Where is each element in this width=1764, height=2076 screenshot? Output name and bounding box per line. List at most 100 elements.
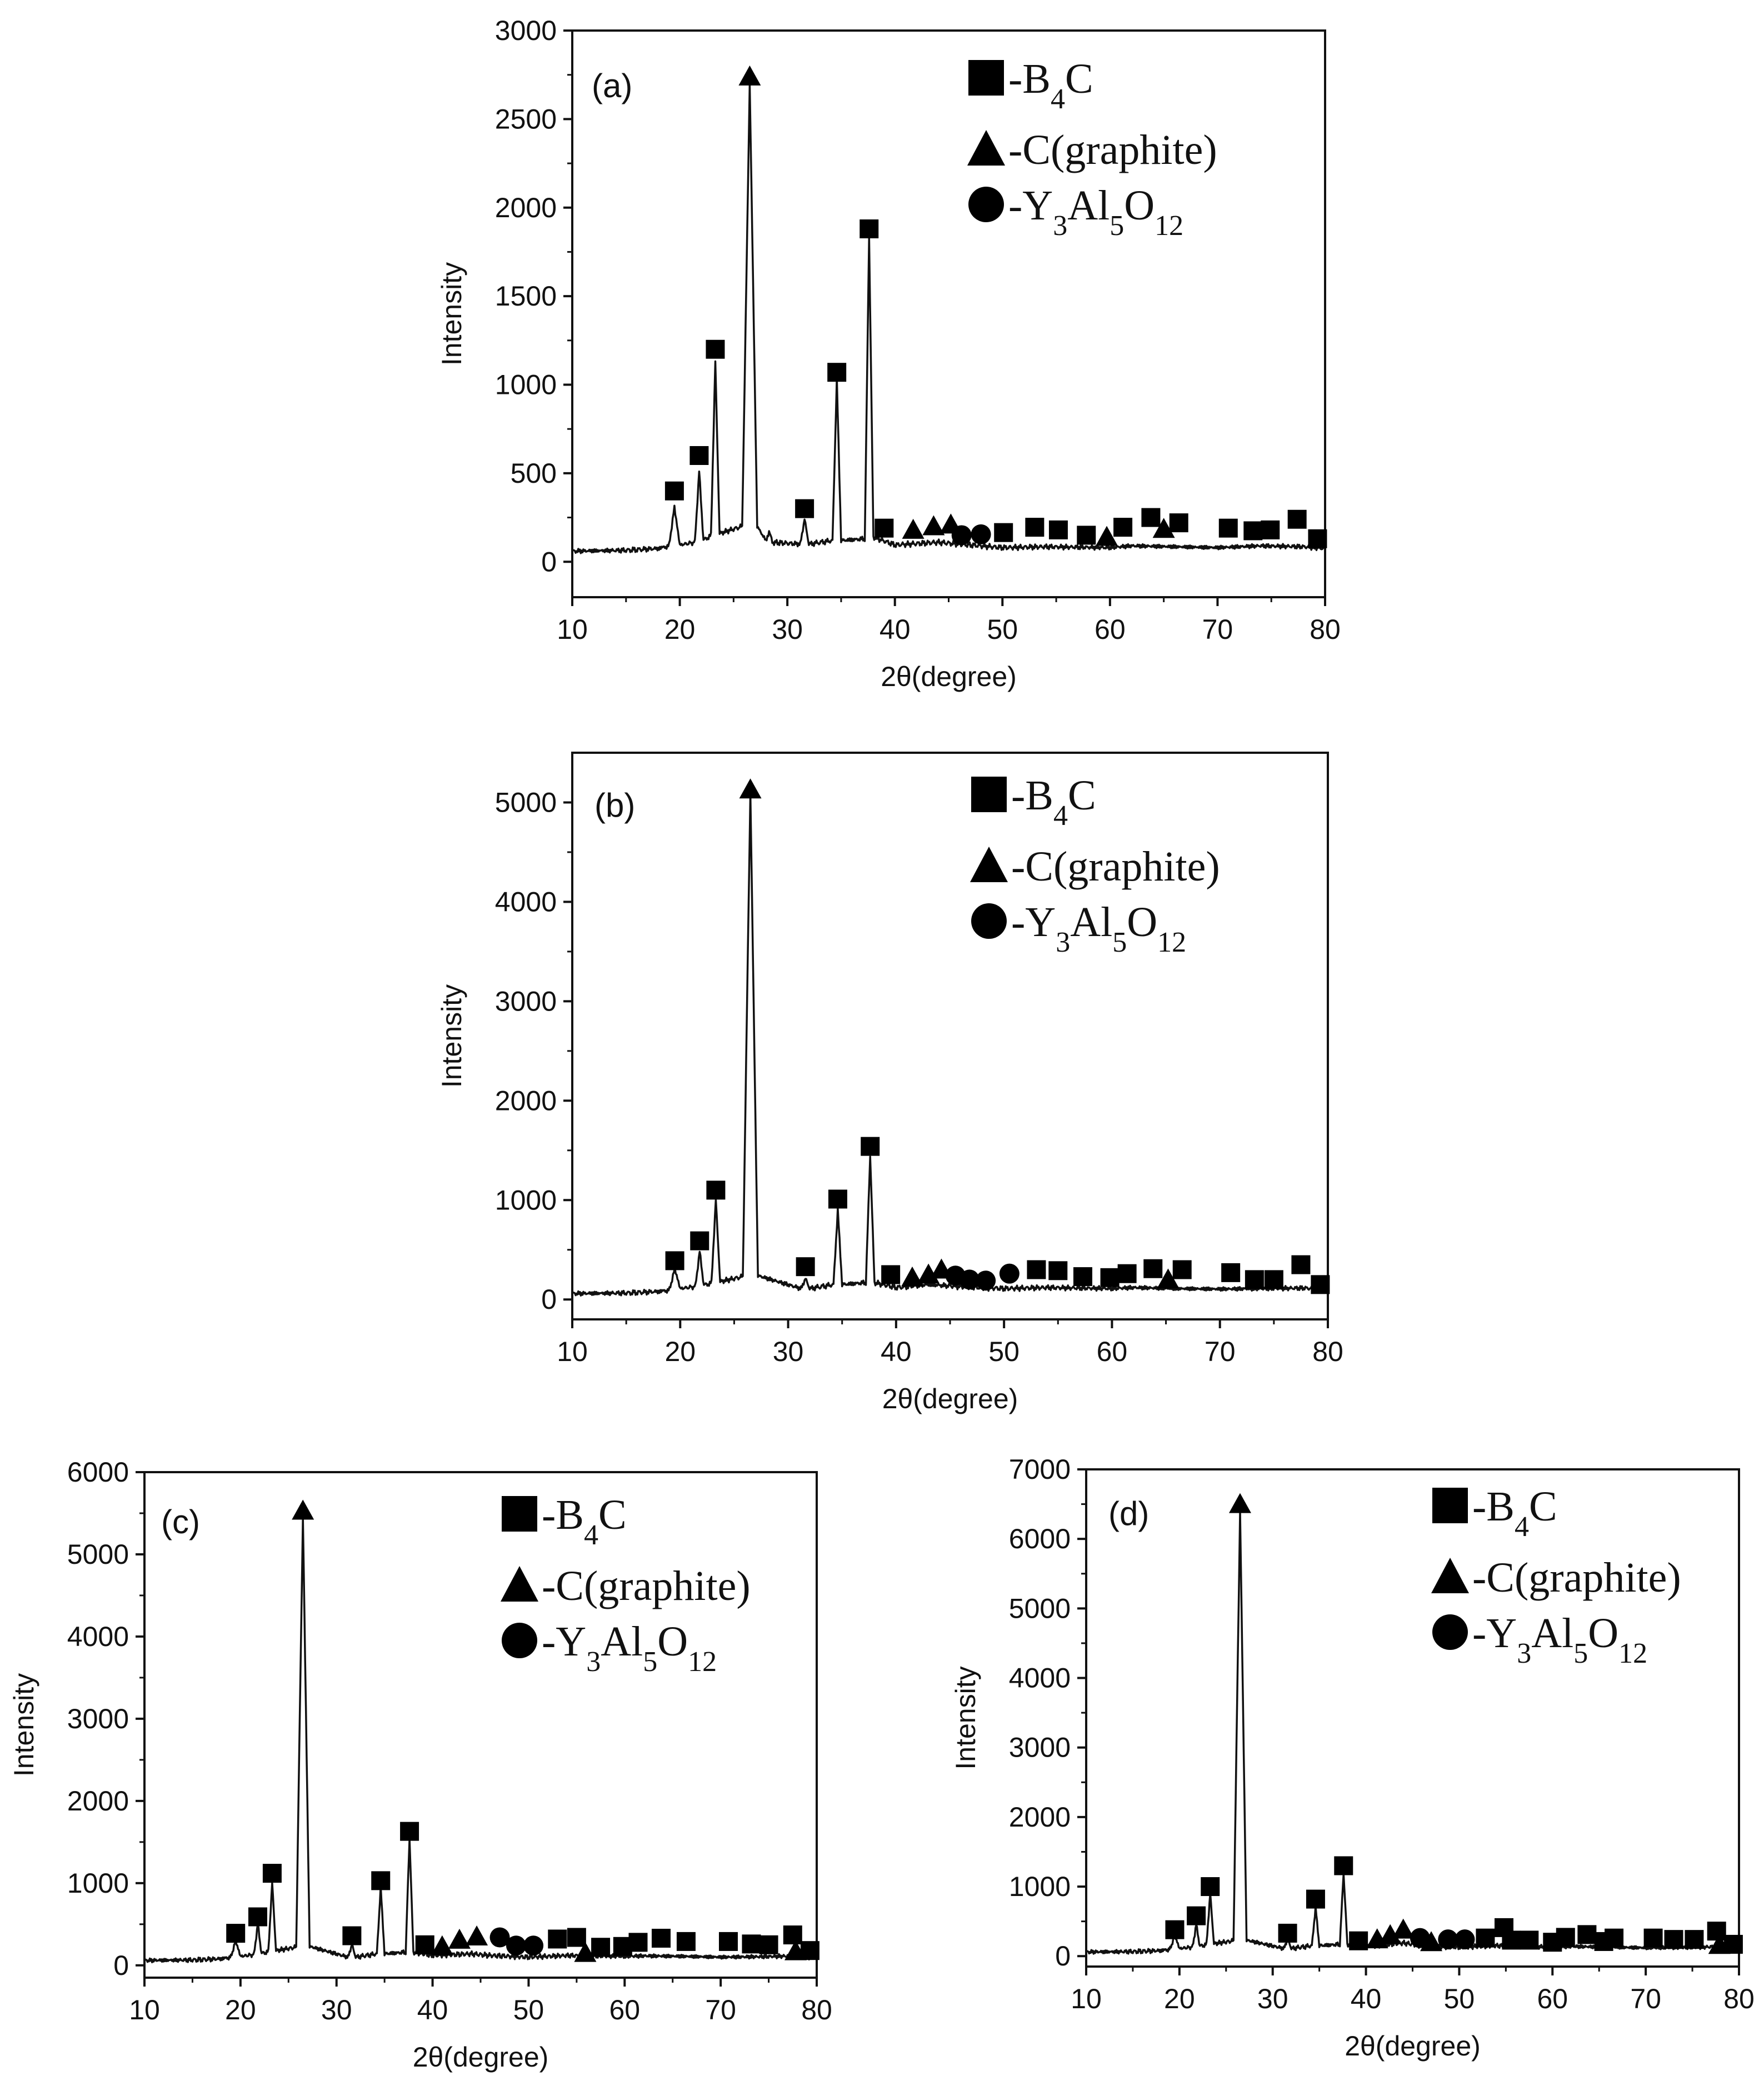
legend-yag-label: -Y3Al5O12 (1472, 1610, 1647, 1669)
legend: -B4C -C(graphite) -Y3Al5O12 (967, 56, 1217, 242)
x-tick-label: 40 (879, 614, 911, 645)
legend-b4c-square (502, 1496, 537, 1532)
b4c-marker (1664, 1930, 1683, 1949)
y-tick-label: 500 (511, 458, 557, 489)
x-tick-label: 30 (772, 614, 803, 645)
xrd-chart-c: 10 20 30 40 50 60 70 80 0 1000 2000 3000 4000 5000 600… (8, 1457, 832, 2073)
b4c-marker (706, 1180, 726, 1200)
y-tick-label: 2000 (1009, 1802, 1071, 1833)
xrd-chart-a: 10 20 30 40 50 60 70 80 0 500 1000 1500 2000 2500 3000… (436, 15, 1341, 692)
panel-label: (a) (592, 67, 632, 104)
b4c-marker (1556, 1928, 1575, 1947)
b4c-marker (1278, 1923, 1297, 1943)
panel-label: (b) (594, 787, 635, 824)
graphite-marker (1096, 526, 1118, 546)
b4c-marker (371, 1871, 391, 1890)
b4c-marker (783, 1925, 802, 1945)
yag-marker (971, 524, 991, 544)
x-tick-label: 10 (557, 614, 588, 645)
graphite-marker (1228, 1493, 1251, 1513)
yag-marker (976, 1270, 996, 1291)
b4c-marker (1025, 518, 1045, 537)
b4c-marker (994, 523, 1013, 542)
y-tick-label: 3000 (67, 1703, 129, 1734)
y-tick-label: 5000 (1009, 1593, 1071, 1624)
legend-b4c-label: -B4C (542, 1492, 627, 1551)
b4c-marker (859, 219, 879, 238)
b4c-marker (706, 339, 725, 359)
graphite-marker (1420, 1931, 1443, 1952)
x-tick-label: 60 (1097, 1336, 1128, 1367)
x-tick-label: 60 (1537, 1983, 1568, 2014)
b4c-marker (1605, 1928, 1624, 1948)
legend-graphite-triangle (970, 847, 1008, 882)
b4c-marker (1476, 1928, 1495, 1948)
y-tick-label: 4000 (1009, 1663, 1071, 1694)
b4c-marker (1577, 1925, 1597, 1944)
b4c-marker (1311, 1275, 1330, 1294)
y-tick-label: 3000 (495, 986, 557, 1017)
x-tick-label: 70 (1205, 1336, 1236, 1367)
graphite-marker (1152, 518, 1175, 538)
y-axis-title: Intensity (436, 984, 467, 1088)
xrd-pattern-line (572, 83, 1326, 554)
legend-yag-label: -Y3Al5O12 (1008, 182, 1183, 242)
yag-marker (999, 1263, 1020, 1284)
x-axis-title: 2θ(degree) (882, 1383, 1018, 1414)
graphite-marker (739, 778, 762, 799)
x-tick-label: 20 (225, 1994, 256, 2025)
y-tick-label: 1000 (495, 369, 557, 401)
b4c-marker (415, 1935, 434, 1954)
x-tick-label: 40 (1351, 1983, 1382, 2014)
legend-b4c-square (1432, 1488, 1468, 1523)
legend-b4c-square (971, 777, 1007, 812)
x-tick-label: 50 (988, 1336, 1020, 1367)
graphite-marker (1392, 1918, 1415, 1939)
x-tick-label: 30 (773, 1336, 804, 1367)
legend-b4c-label: -B4C (1472, 1483, 1557, 1543)
legend-yag-label: -Y3Al5O12 (1011, 899, 1186, 958)
graphite-marker (901, 1266, 923, 1287)
b4c-marker (248, 1907, 267, 1927)
y-tick-label: 4000 (495, 886, 557, 917)
y-tick-label: 2000 (67, 1785, 129, 1817)
x-tick-label: 40 (417, 1994, 448, 2025)
b4c-marker (1201, 1877, 1220, 1897)
b4c-marker (342, 1926, 362, 1945)
b4c-marker (881, 1265, 901, 1284)
b4c-marker (1349, 1931, 1368, 1950)
y-tick-label: 3000 (1009, 1732, 1071, 1763)
b4c-marker (1643, 1928, 1663, 1948)
legend-yag-circle (971, 903, 1007, 939)
legend-b4c-label: -B4C (1011, 772, 1096, 832)
x-tick-label: 80 (801, 1994, 832, 2025)
b4c-marker (226, 1924, 246, 1943)
b4c-marker (796, 1257, 815, 1277)
b4c-marker (759, 1935, 778, 1954)
b4c-marker (742, 1934, 761, 1954)
b4c-marker (1141, 508, 1161, 527)
b4c-marker (651, 1928, 671, 1948)
y-tick-label: 2000 (495, 192, 557, 223)
y-tick-label: 6000 (1009, 1523, 1071, 1554)
b4c-marker (1502, 1930, 1521, 1950)
b4c-marker (664, 481, 684, 501)
x-axis-title: 2θ(degree) (881, 661, 1017, 692)
x-axis-title: 2θ(degree) (413, 2042, 549, 2073)
b4c-marker (1245, 1270, 1264, 1289)
b4c-marker (1243, 521, 1263, 541)
b4c-marker (828, 1189, 847, 1209)
y-tick-label: 0 (541, 546, 557, 577)
x-tick-label: 10 (1071, 1983, 1102, 2014)
y-tick-label: 6000 (67, 1457, 129, 1488)
b4c-marker (1287, 509, 1307, 529)
b4c-marker (1100, 1268, 1120, 1287)
panel-label: (d) (1108, 1495, 1149, 1532)
x-tick-label: 40 (881, 1336, 912, 1367)
graphite-marker (902, 518, 925, 539)
x-tick-label: 50 (987, 614, 1018, 645)
legend-graphite-triangle (967, 130, 1005, 166)
b4c-marker (800, 1941, 819, 1960)
b4c-marker (1048, 520, 1068, 539)
